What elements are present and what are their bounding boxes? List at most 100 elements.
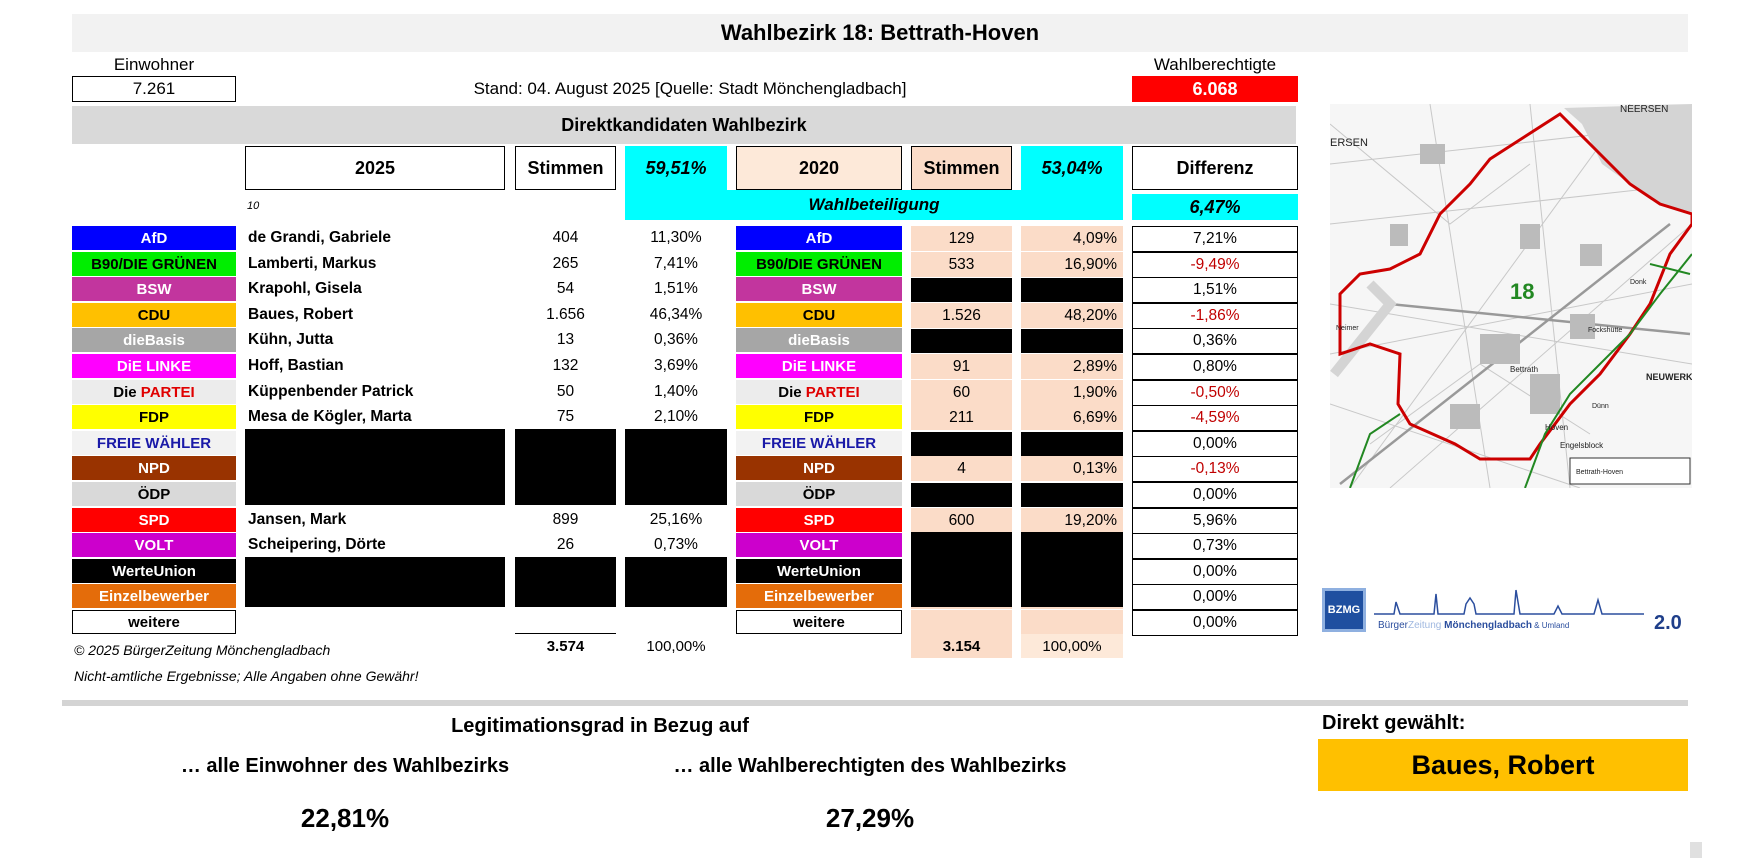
party-label-2025: NPD [72,456,236,480]
party-label-2020: WerteUnion [736,559,902,583]
differenz-cell: 0,80% [1132,354,1298,380]
party-label-2025: VOLT [72,533,236,557]
map-label-hoven: Hoven [1545,423,1568,432]
einwohner-label: Einwohner [113,55,195,74]
stimmen-2020: 600 [911,508,1012,533]
pct-2025 [625,610,727,634]
logo-text-c: Mönchengladbach [1441,620,1532,631]
party-label-2025: AfD [72,226,236,250]
map-label-bettrath: Bettrath [1510,365,1538,374]
party-label-2020: VOLT [736,533,902,557]
header-stimmen-2025: Stimmen [515,146,616,190]
page-title: Wahlbezirk 18: Bettrath-Hoven [72,14,1688,52]
district-map: 18 NEERSEN ERSEN Bettrath Hoven Engelsbl… [1330,104,1692,488]
pct-2025: 11,30% [650,229,702,246]
party-label-2025: ÖDP [72,482,236,506]
party-label-2020: Die PARTEI [736,380,902,404]
pct-2020: 19,20% [1021,508,1123,533]
stimmen-2025: 1.656 [546,306,585,323]
skyline-icon [1374,589,1644,615]
party-label-2020: BSW [736,277,902,301]
wahlberechtigte-label: Wahlberechtigte [1153,55,1277,74]
header-2020: 2020 [736,146,902,190]
party-label-2025: Einzelbewerber [72,584,236,608]
differenz-cell: -1,86% [1132,303,1298,329]
no-candidate-block [515,557,616,607]
stimmen-2020: 91 [911,354,1012,379]
differenz-cell: 0,00% [1132,431,1298,457]
pct-2020: 16,90% [1021,252,1123,277]
pct-2020: 6,69% [1021,405,1123,430]
totals-line [515,633,616,634]
pct-2025: 3,69% [654,357,698,374]
pct-2020 [1021,610,1123,635]
pct-2020: 1,90% [1021,380,1123,405]
differenz-cell: -0,50% [1132,380,1298,406]
direkt-label: Direkt gewählt: [1322,712,1466,734]
stimmen-2025 [515,610,616,634]
total-pct-2025: 100,00% [646,637,706,655]
stimmen-2025: 50 [556,383,575,400]
pct-2025: 25,16% [649,511,703,528]
party-label-2025: CDU [72,303,236,327]
differenz-cell: 0,00% [1132,482,1298,508]
page-marker [1690,842,1702,858]
wahlberechtigte-value: 6.068 [1132,76,1298,102]
no-candidate-2020 [911,278,1012,302]
legitimation-einwohner-value: 22,81% [300,802,390,833]
no-candidate-block [515,429,616,505]
candidate-name: Mesa de Kögler, Marta [248,408,412,425]
candidate-name [248,610,504,634]
no-candidate-2020 [1021,278,1123,302]
einwohner-value: 7.261 [72,76,236,102]
stimmen-2025: 404 [552,229,579,246]
pct-2025: 1,40% [654,383,698,400]
differenz-cell: 0,00% [1132,610,1298,636]
no-candidate-block [245,557,505,607]
district-map-svg: 18 NEERSEN ERSEN Bettrath Hoven Engelsbl… [1330,104,1692,488]
candidate-name: Lamberti, Markus [248,255,377,272]
stimmen-2020: 60 [911,380,1012,405]
no-candidate-block [625,429,727,505]
stimmen-2025: 899 [552,511,579,528]
logo-text: BürgerZeitung Mönchengladbach & Umland [1378,620,1569,631]
party-label-2025: dieBasis [72,328,236,352]
legitimation-wahlberechtigte-value: 27,29% [825,802,915,833]
party-label-2025: DiE LINKE [72,354,236,378]
logo-text-d: & Umland [1531,621,1570,630]
legitimation-wahlberechtigte-label: … alle Wahlberechtigten des Wahlbezirks [673,754,1067,777]
party-label-2020: B90/DIE GRÜNEN [736,252,902,276]
party-label-2025: weitere [72,610,236,634]
no-candidate-2020 [911,329,1012,353]
small-note: 10 [247,200,260,212]
pct-2025: 2,10% [654,408,698,425]
party-label-2020: CDU [736,303,902,327]
candidate-name: de Grandi, Gabriele [248,229,391,246]
differenz-cell: 5,96% [1132,508,1298,534]
logo-text-a: Bürger [1378,620,1409,631]
legitimation-einwohner-label: … alle Einwohner des Wahlbezirks [180,754,510,777]
pct-2025: 46,34% [649,306,703,323]
stimmen-2025: 13 [556,331,575,348]
total-stimmen-2025: 3.574 [546,637,585,655]
header-stimmen-2020: Stimmen [911,146,1012,190]
copyright: © 2025 BürgerZeitung Mönchengladbach [74,642,331,658]
no-candidate-2020 [911,432,1012,456]
section-title: Direktkandidaten Wahlbezirk [72,106,1296,144]
pct-2020: 4,09% [1021,226,1123,251]
header-differenz: Differenz [1132,146,1298,190]
differenz-cell: 0,36% [1132,328,1298,354]
stimmen-2020: 533 [911,252,1012,277]
party-name-part: PARTEI [805,383,860,401]
pct-2020: 2,89% [1021,354,1123,379]
map-label-neuwerk: NEUWERK [1646,372,1692,382]
stimmen-2020 [911,610,1012,635]
wahlbeteiligung-band [625,190,1123,220]
map-legend-text: Bettrath-Hoven [1576,469,1623,476]
party-label-2025: Die PARTEI [72,380,236,404]
candidate-name: Baues, Robert [248,306,354,323]
direkt-winner: Baues, Robert [1318,739,1688,791]
legitimation-title: Legitimationsgrad in Bezug auf [451,714,749,737]
logo-text-b: Zeitung [1408,620,1442,631]
stimmen-2020: 1.526 [911,303,1012,328]
